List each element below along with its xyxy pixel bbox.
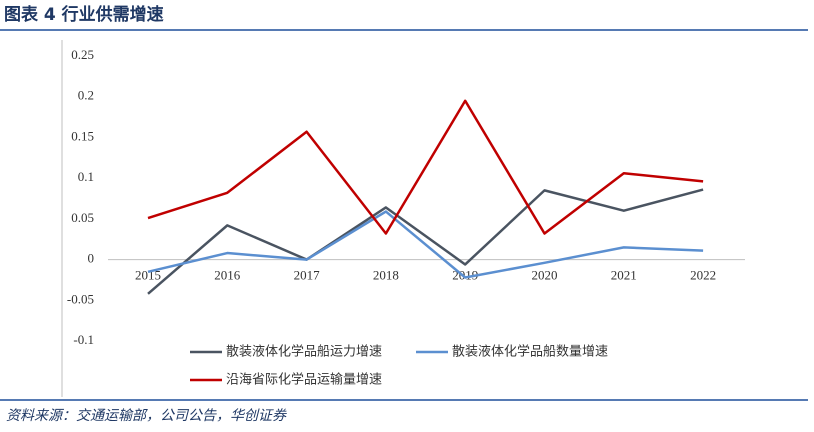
series-line — [147, 99, 704, 235]
series-line — [147, 210, 704, 279]
x-tick-label: 2016 — [214, 268, 241, 283]
x-tick-label: 2018 — [373, 268, 399, 283]
y-tick-label: -0.05 — [67, 291, 94, 306]
x-tick-label: 2022 — [690, 268, 716, 283]
y-tick-label: 0.1 — [78, 169, 94, 184]
y-tick-label: 0 — [88, 251, 95, 266]
y-tick-label: 0.25 — [71, 47, 94, 62]
y-tick-label: 0.05 — [71, 210, 94, 225]
source-note: 资料来源：交通运输部，公司公告，华创证券 — [6, 408, 287, 424]
x-tick-label: 2021 — [611, 268, 637, 283]
y-tick-label: -0.1 — [73, 332, 94, 347]
x-tick-label: 2020 — [532, 268, 558, 283]
legend-label: 沿海省际化学品运输量增速 — [226, 372, 382, 388]
legend-label: 散装液体化学品船运力增速 — [226, 344, 382, 360]
y-tick-label: 0.2 — [78, 88, 94, 103]
x-tick-label: 2017 — [294, 268, 321, 283]
y-tick-label: 0.15 — [71, 128, 94, 143]
legend-label: 散装液体化学品船数量增速 — [452, 344, 608, 360]
chart-title: 图表 4 行业供需增速 — [4, 4, 164, 25]
series-line — [147, 188, 704, 295]
